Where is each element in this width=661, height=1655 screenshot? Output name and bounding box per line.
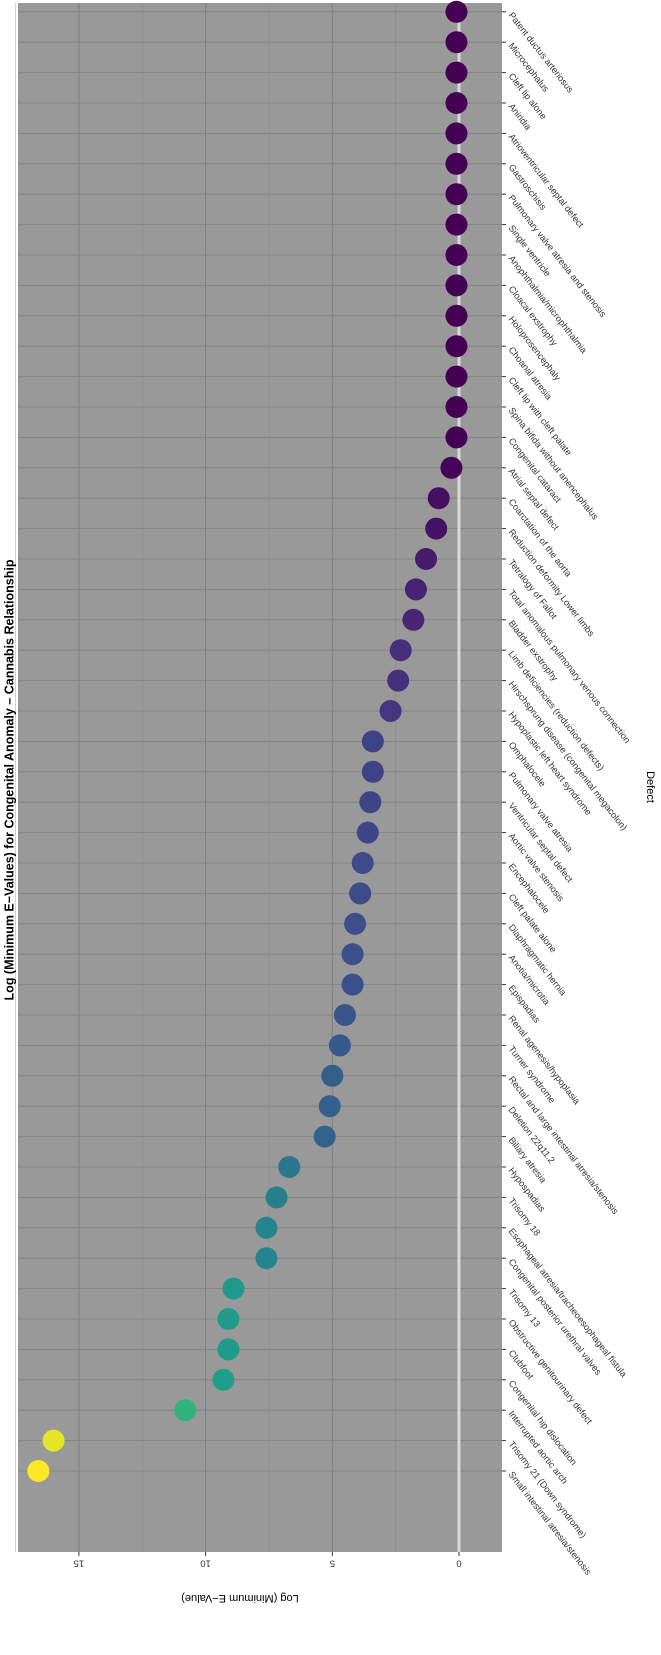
data-point: [359, 791, 382, 814]
data-point: [445, 213, 468, 236]
value-tick-label: 10: [200, 1557, 211, 1568]
data-point: [27, 1460, 50, 1482]
data-point: [440, 456, 463, 479]
plot-panel: [18, 3, 502, 1552]
y-tick-labels: 0 5 10 15: [74, 1557, 462, 1568]
data-point: [445, 92, 468, 114]
data-point: [356, 821, 379, 844]
data-point: [321, 1064, 344, 1087]
data-point: [212, 1368, 235, 1391]
data-point: [387, 669, 410, 692]
data-point: [445, 122, 468, 145]
data-point: [278, 1156, 301, 1178]
data-point: [445, 244, 468, 266]
axis-ticks: [78, 11, 506, 1556]
data-point: [341, 973, 364, 996]
data-point: [341, 943, 364, 966]
data-point: [425, 517, 448, 540]
y-axis-title: Log (Minimum E−Value): [181, 1592, 298, 1604]
chart-title: Log (Minimum E−Values) for Congenital An…: [2, 559, 16, 1000]
category-labels: Small intestinal atresia/stenosisTrisomy…: [507, 10, 633, 1577]
data-point: [445, 396, 468, 418]
data-point: [445, 304, 468, 327]
data-point: [255, 1216, 278, 1239]
data-point: [404, 578, 427, 601]
data-point: [445, 426, 468, 449]
data-point: [217, 1338, 240, 1361]
data-point: [328, 1034, 351, 1057]
data-point: [445, 61, 468, 84]
data-point: [361, 760, 384, 783]
data-point: [313, 1125, 336, 1148]
data-point: [402, 608, 425, 631]
data-point: [255, 1247, 278, 1270]
value-tick-label: 0: [456, 1557, 461, 1568]
data-point: [445, 183, 468, 206]
x-axis-title: Defect: [644, 771, 656, 803]
data-point: [389, 639, 412, 662]
data-point: [222, 1277, 245, 1300]
data-point: [333, 1004, 356, 1026]
data-point: [445, 0, 468, 23]
value-tick-label: 15: [74, 1557, 85, 1568]
category-label: Obstructive genitourinary defect: [507, 1318, 595, 1427]
data-point: [349, 882, 372, 905]
data-point: [217, 1308, 240, 1330]
data-point: [42, 1429, 65, 1452]
data-point: [174, 1399, 197, 1422]
data-point: [445, 31, 468, 54]
data-points: [27, 0, 468, 1482]
data-point: [415, 548, 438, 570]
data-point: [344, 912, 367, 935]
data-point: [445, 274, 468, 297]
category-label: Choanal atresia: [507, 345, 555, 403]
data-point: [445, 335, 468, 358]
data-point: [318, 1095, 341, 1118]
data-point: [445, 152, 468, 175]
data-point: [427, 487, 450, 510]
data-point: [379, 700, 402, 722]
data-point: [265, 1186, 288, 1209]
value-tick-label: 5: [330, 1557, 335, 1568]
data-point: [445, 365, 468, 388]
data-point: [351, 852, 374, 874]
data-point: [361, 730, 384, 753]
